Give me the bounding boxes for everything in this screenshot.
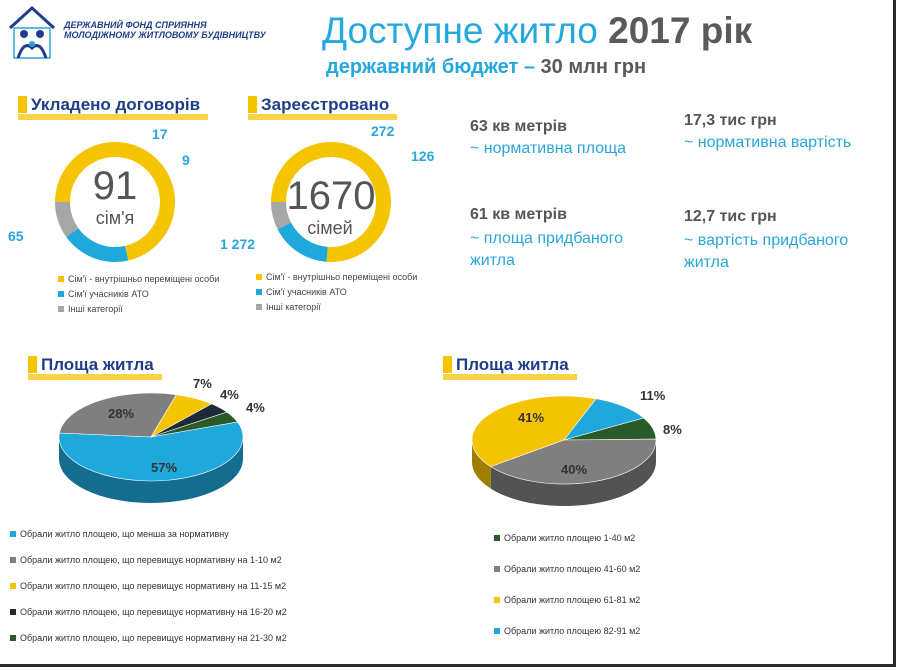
data-label: 1 272	[220, 236, 256, 252]
pie-slice-side	[490, 440, 656, 506]
data-label: 7%	[193, 376, 212, 391]
legend-area-1: Обрали житло площею, що менша за нормати…	[10, 521, 287, 651]
legend-item: Обрали житло площею 1-40 м2	[494, 523, 640, 554]
donut-slice	[271, 202, 291, 230]
heading-registered: Зареєстровано	[248, 95, 398, 120]
data-label: 28%	[108, 406, 135, 421]
pie-slice-side	[59, 437, 243, 503]
data-label: 41%	[518, 410, 545, 425]
legend-item: Сім'ї - внутрішньо переміщені особи	[256, 270, 417, 285]
pie-slice-side	[472, 440, 491, 489]
legend-item: Обрали житло площею, що перевищує нормат…	[10, 625, 287, 651]
pie-slice	[563, 398, 645, 441]
data-label: 11%	[640, 388, 666, 403]
data-label: 17	[152, 126, 168, 142]
donut-slice	[55, 202, 79, 237]
data-label: 4%	[246, 400, 265, 415]
data-label: 65	[8, 228, 24, 244]
heading-area-1: Площа житла	[28, 355, 162, 380]
donut-center-value: 91	[92, 164, 138, 208]
legend-item: Обрали житло площею, що менша за нормати…	[10, 521, 287, 547]
legend-item: Обрали житло площею, що перевищує нормат…	[10, 573, 287, 599]
legend-item: Сім'ї - внутрішньо переміщені особи	[58, 272, 219, 287]
stat-norm-area-label: ~ нормативна площа	[470, 140, 627, 157]
pie-slice	[490, 438, 657, 485]
pie-chart-area-1	[58, 392, 244, 503]
data-label: 8%	[663, 422, 682, 437]
legend-item: Сім'ї учасників АТО	[256, 285, 417, 300]
donut-center-value: 1670	[286, 174, 376, 218]
organization-name: ДЕРЖАВНИЙ ФОНД СПРИЯННЯ МОЛОДІЖНОМУ ЖИТЛО…	[64, 20, 266, 40]
donut-slice	[277, 222, 328, 262]
stat-norm-cost-label: ~ нормативна вартість	[684, 134, 852, 151]
data-label: 126	[411, 148, 435, 164]
legend-item: Обрали житло площею 61-81 м2	[494, 585, 640, 616]
donut-center-label: сім'я	[95, 208, 135, 228]
data-label: 57%	[151, 460, 178, 475]
legend-item: Обрали житло площею, що перевищує нормат…	[10, 547, 287, 573]
page-subtitle: державний бюджет – 30 млн грн	[326, 56, 647, 78]
stat-bought-cost: 12,7 тис грн	[684, 208, 777, 225]
stat-norm-area: 63 кв метрів	[470, 118, 567, 135]
legend-registered: Сім'ї - внутрішньо переміщені особи Сім'…	[256, 270, 417, 315]
pie-slice	[471, 395, 597, 467]
logo-icon	[8, 5, 56, 59]
donut-chart-contracts	[55, 142, 175, 262]
data-label: 40%	[561, 462, 588, 477]
page-title: Доступне житло 2017 рік	[322, 10, 753, 51]
legend-item: Інші категорії	[58, 302, 219, 317]
pie-chart-area-2	[471, 395, 657, 506]
legend-area-2: Обрали житло площею 1-40 м2 Обрали житло…	[494, 523, 640, 647]
donut-center-label: сімей	[307, 218, 353, 238]
heading-area-2: Площа житла	[443, 355, 577, 380]
stat-bought-area-label: ~ площа придбаного житла	[470, 230, 624, 269]
pie-slice	[59, 392, 177, 438]
legend-item: Обрали житло площею 82-91 м2	[494, 616, 640, 647]
legend-item: Обрали житло площею 41-60 м2	[494, 554, 640, 585]
data-label: 272	[371, 123, 395, 139]
legend-item: Інші категорії	[256, 300, 417, 315]
stat-bought-area: 61 кв метрів	[470, 206, 567, 223]
data-label: 9	[182, 152, 190, 168]
legend-item: Сім'ї учасників АТО	[58, 287, 219, 302]
legend-item: Обрали житло площею, що перевищує нормат…	[10, 599, 287, 625]
pie-slice	[58, 421, 244, 482]
data-label: 4%	[220, 387, 239, 402]
donut-slice	[66, 228, 129, 262]
stat-norm-cost: 17,3 тис грн	[684, 112, 777, 129]
legend-contracts: Сім'ї - внутрішньо переміщені особи Сім'…	[58, 272, 219, 317]
stat-bought-cost-label: ~ вартість придбаного житла	[684, 232, 849, 271]
heading-contracts: Укладено договорів	[18, 95, 209, 120]
pie-slice	[150, 411, 238, 438]
donut-chart-registered	[271, 142, 391, 262]
